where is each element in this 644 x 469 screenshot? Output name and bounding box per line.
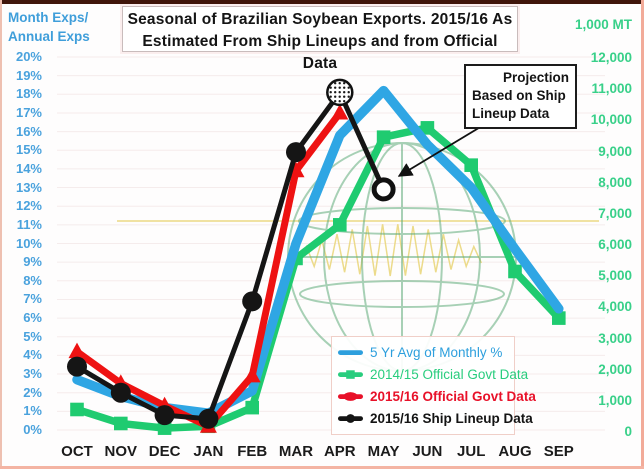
left-axis-tick-label: 6% bbox=[23, 310, 42, 326]
right-axis-tick-label: 10,000 bbox=[590, 112, 632, 128]
x-axis-month-label: APR bbox=[323, 443, 356, 460]
border-bottom bbox=[0, 466, 644, 469]
legend-item: 2015/16 Ship Lineup Data bbox=[337, 407, 533, 429]
x-axis-month-label: JAN bbox=[193, 443, 224, 460]
left-axis-title: Month Exps/ Annual Exps bbox=[8, 8, 104, 46]
left-axis-tick-label: 11% bbox=[16, 216, 42, 232]
right-axis-tick-label: 4,000 bbox=[598, 299, 632, 315]
x-axis-month-label: MAR bbox=[278, 443, 314, 460]
series-2015-16-official bbox=[68, 103, 349, 433]
left-axis-tick-label: 7% bbox=[23, 291, 42, 307]
projection-callout-line3: Lineup Data bbox=[472, 106, 550, 121]
right-axis-tick-label: 3,000 bbox=[598, 330, 632, 346]
left-axis-title-line1: Month Exps/ bbox=[8, 10, 89, 25]
legend-label: 5 Yr Avg of Monthly % bbox=[370, 344, 503, 360]
left-axis-tick-label: 10% bbox=[15, 235, 42, 251]
border-top bbox=[0, 0, 644, 4]
right-axis-tick-label: 11,000 bbox=[591, 81, 632, 97]
projection-callout-line1: Projection bbox=[502, 70, 569, 85]
data-series bbox=[67, 78, 566, 435]
right-axis-tick-label: 7,000 bbox=[598, 205, 632, 221]
x-axis-month-label: MAY bbox=[367, 443, 400, 460]
border-right bbox=[641, 0, 644, 469]
right-axis-tick-label: 6,000 bbox=[598, 237, 632, 252]
border-left bbox=[0, 0, 2, 469]
gridlines bbox=[57, 56, 605, 431]
right-axis-tick-label: 12,000 bbox=[590, 50, 632, 65]
left-axis-tick-label: 20% bbox=[15, 49, 42, 64]
legend-swatch-ellipse bbox=[338, 391, 363, 401]
left-axis-tick-label: 5% bbox=[23, 328, 42, 344]
left-axis-tick-label: 16% bbox=[15, 123, 42, 139]
x-axis-month-label: NOV bbox=[104, 443, 138, 460]
left-axis-tick-label: 1% bbox=[23, 403, 42, 419]
ship-lineup-apr-hatched-marker bbox=[326, 78, 354, 107]
right-axis-tick-label: 9,000 bbox=[598, 143, 632, 159]
left-axis-tick-label: 14% bbox=[15, 160, 42, 176]
right-axis-tick-label: 2,000 bbox=[598, 361, 632, 377]
chart-title: Seasonal of Brazilian Soybean Exports. 2… bbox=[122, 6, 518, 72]
right-axis-unit-label: 1,000 MT bbox=[574, 17, 632, 32]
legend-item: 2014/15 Official Govt Data bbox=[337, 363, 528, 385]
series-2015-16-ship-lineup bbox=[67, 78, 396, 429]
right-axis-tick-label: 0 bbox=[624, 424, 632, 439]
left-axis-tick-label: 15% bbox=[15, 142, 42, 158]
legend-item: 2015/16 Official Govt Data bbox=[337, 385, 536, 407]
projection-callout: Projection Based on Ship Lineup Data bbox=[464, 64, 577, 129]
left-axis-tick-label: 9% bbox=[23, 254, 42, 270]
x-axis-month-label: JUL bbox=[457, 443, 486, 460]
ship-lineup-may-projection-marker bbox=[371, 177, 396, 202]
left-axis-tick-label: 8% bbox=[23, 272, 42, 288]
legend-label: 2015/16 Official Govt Data bbox=[370, 388, 536, 404]
x-axis-month-label: JUN bbox=[412, 443, 443, 460]
projection-callout-line2: Based on Ship bbox=[472, 88, 566, 103]
legend-label: 2015/16 Ship Lineup Data bbox=[370, 410, 533, 426]
chart-title-line2: Estimated From Ship Lineups and from Off… bbox=[142, 33, 498, 72]
left-axis-tick-label: 2% bbox=[23, 384, 42, 400]
left-axis-tick-label: 12% bbox=[15, 198, 42, 214]
legend-swatch-circle bbox=[338, 413, 363, 423]
legend-swatch-line bbox=[338, 349, 363, 355]
legend-swatch-square bbox=[338, 369, 363, 379]
x-axis-month-label: FEB bbox=[237, 443, 268, 460]
left-axis-title-line2: Annual Exps bbox=[8, 29, 90, 44]
callout-arrow bbox=[397, 122, 488, 177]
legend-item: 5 Yr Avg of Monthly % bbox=[337, 341, 509, 363]
left-axis-tick-label: 0% bbox=[23, 422, 42, 437]
chart-title-line1: Seasonal of Brazilian Soybean Exports. 2… bbox=[127, 11, 513, 28]
left-axis-tick-label: 17% bbox=[15, 104, 42, 120]
right-axis-tick-label: 8,000 bbox=[598, 174, 632, 190]
legend-label: 2014/15 Official Govt Data bbox=[370, 366, 529, 382]
left-axis-tick-label: 19% bbox=[15, 67, 42, 83]
left-axis-tick-label: 4% bbox=[23, 347, 42, 363]
left-axis-tick-label: 18% bbox=[15, 86, 42, 102]
right-axis-tick-label: 1,000 bbox=[598, 392, 632, 408]
left-axis-tick-label: 13% bbox=[15, 179, 42, 195]
x-axis-month-label: OCT bbox=[61, 443, 93, 460]
x-axis-month-label: DEC bbox=[148, 443, 181, 460]
x-axis-month-label: AUG bbox=[498, 443, 532, 460]
left-axis-tick-label: 3% bbox=[23, 366, 42, 382]
right-axis-tick-label: 5,000 bbox=[598, 268, 632, 284]
legend: 5 Yr Avg of Monthly % 2014/15 Official Go… bbox=[331, 336, 536, 435]
x-axis-month-label: SEP bbox=[543, 443, 574, 460]
